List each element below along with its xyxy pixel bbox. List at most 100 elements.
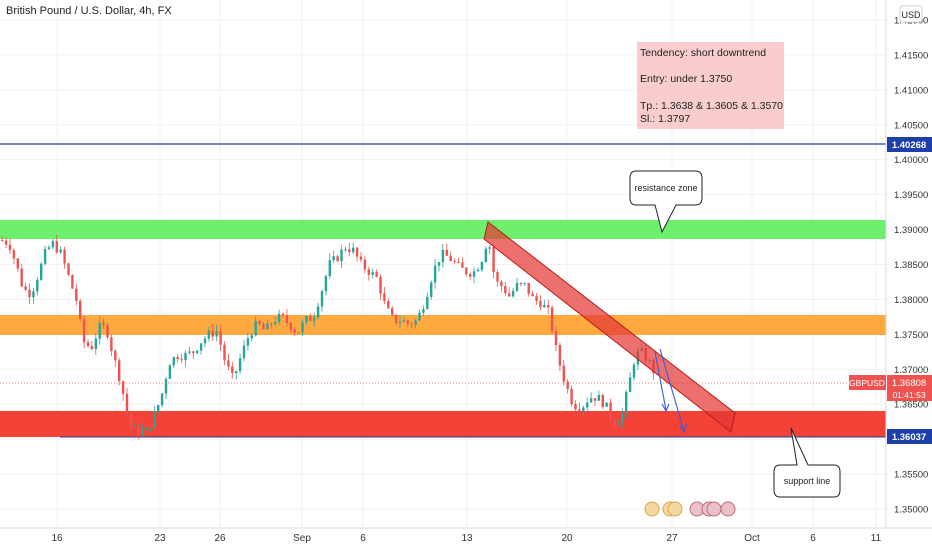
symbol-title: British Pound / U.S. Dollar, 4h, FX bbox=[6, 5, 172, 17]
candle-body bbox=[86, 342, 90, 347]
candle-body bbox=[36, 279, 39, 292]
candle-body bbox=[410, 323, 413, 325]
candle-body bbox=[332, 256, 335, 261]
candle-body bbox=[527, 282, 530, 294]
price-tick-label: 1.38000 bbox=[894, 295, 928, 306]
candle-body bbox=[20, 268, 23, 287]
candle-body bbox=[469, 274, 472, 277]
candle-body bbox=[313, 317, 316, 321]
candle-body bbox=[550, 307, 554, 332]
candle-body bbox=[418, 312, 421, 321]
candle-body bbox=[121, 381, 125, 394]
candle-body bbox=[141, 430, 144, 435]
candle-body bbox=[258, 321, 261, 325]
candle-body bbox=[375, 272, 378, 277]
candle-body bbox=[589, 398, 593, 403]
downtrend-wedge[interactable] bbox=[483, 221, 736, 433]
entry-zone[interactable] bbox=[0, 315, 886, 335]
support-zone[interactable] bbox=[0, 411, 886, 437]
candle-body bbox=[223, 344, 226, 361]
candle-body bbox=[192, 351, 195, 354]
candle-body bbox=[71, 274, 74, 289]
support-callout-label: support line bbox=[784, 476, 831, 486]
candle-body bbox=[16, 258, 19, 269]
price-tick-label: 1.35500 bbox=[894, 470, 928, 481]
candle-body bbox=[480, 262, 484, 270]
resistance-zone[interactable] bbox=[0, 220, 886, 239]
note-sl: Sl.: 1.3797 bbox=[640, 113, 690, 125]
price-tick-label: 1.39500 bbox=[894, 190, 928, 201]
candle-body bbox=[168, 365, 172, 379]
candle-body bbox=[554, 331, 558, 346]
trade-note-box[interactable]: Tendency: short downtrend Entry: under 1… bbox=[637, 42, 784, 129]
price-axis-labels: 1.420001.415001.410001.405001.400001.395… bbox=[894, 16, 928, 516]
candle-body bbox=[199, 343, 203, 351]
candle-body bbox=[570, 388, 573, 405]
currency-button[interactable]: USD bbox=[899, 5, 923, 23]
candle-body bbox=[238, 358, 242, 372]
candle-body bbox=[500, 281, 503, 287]
candle-body bbox=[8, 244, 12, 251]
candle-body bbox=[28, 289, 31, 298]
candle-body bbox=[110, 337, 113, 351]
candle-body bbox=[348, 249, 351, 253]
time-tick-label: 27 bbox=[666, 533, 678, 544]
candle-body bbox=[153, 412, 156, 428]
candle-body bbox=[566, 381, 569, 389]
candle-body bbox=[558, 345, 562, 366]
resistance-callout[interactable]: resistance zone bbox=[629, 170, 703, 234]
price-tick-label: 1.40000 bbox=[894, 155, 928, 166]
candle-body bbox=[262, 324, 265, 330]
time-tick-label: 6 bbox=[360, 533, 366, 544]
candle-body bbox=[586, 402, 589, 408]
candle-body bbox=[465, 267, 468, 275]
candle-body bbox=[578, 409, 581, 412]
candle-body bbox=[504, 286, 507, 294]
candle-body bbox=[539, 300, 542, 308]
price-tick-label: 1.39000 bbox=[894, 225, 928, 236]
candle-body bbox=[472, 271, 476, 277]
candle-body bbox=[305, 315, 308, 323]
price-tick-label: 1.38500 bbox=[894, 260, 928, 271]
support-callout[interactable]: support line bbox=[773, 427, 841, 498]
candle-body bbox=[55, 241, 58, 253]
candle-body bbox=[320, 291, 324, 307]
price-axis[interactable]: 1.420001.415001.410001.405001.400001.395… bbox=[885, 0, 932, 528]
time-tick-label: 23 bbox=[154, 533, 166, 544]
candle-body bbox=[90, 346, 94, 350]
economic-event-markers[interactable] bbox=[644, 501, 736, 517]
candle-body bbox=[488, 247, 491, 249]
note-tendency: Tendency: short downtrend bbox=[640, 47, 766, 59]
price-tick-label: 1.36500 bbox=[894, 400, 928, 411]
candle-body bbox=[461, 262, 464, 268]
candle-body bbox=[59, 249, 62, 253]
candle-body bbox=[289, 322, 292, 330]
price-tick-label: 1.35000 bbox=[894, 505, 928, 516]
target-arrows bbox=[654, 348, 688, 434]
time-tick-label: Sep bbox=[293, 533, 311, 544]
candle-body bbox=[445, 249, 448, 256]
candle-body bbox=[24, 286, 27, 290]
time-tick-label: 26 bbox=[214, 533, 226, 544]
candle-body bbox=[617, 423, 620, 425]
candle-body bbox=[496, 271, 499, 282]
candle-body bbox=[274, 322, 277, 324]
candle-body bbox=[340, 249, 343, 262]
time-axis-labels: 16 23 26 Sep 6 13 20 27 Oct 6 11 bbox=[51, 533, 881, 544]
time-axis[interactable]: 16 23 26 Sep 6 13 20 27 Oct 6 11 bbox=[0, 527, 932, 550]
candle-body bbox=[301, 322, 304, 333]
candle-body bbox=[215, 331, 218, 337]
candle-body bbox=[328, 260, 331, 277]
candle-body bbox=[398, 321, 402, 323]
time-tick-label: 6 bbox=[810, 533, 816, 544]
candle-body bbox=[601, 395, 604, 407]
candle-body bbox=[254, 321, 257, 336]
support-price-tag: 1.36037 bbox=[887, 429, 932, 444]
candle-body bbox=[149, 427, 152, 429]
svg-text:01:41:53: 01:41:53 bbox=[892, 390, 925, 400]
candle-body bbox=[125, 393, 129, 415]
candle-body bbox=[94, 338, 97, 350]
candle-body bbox=[387, 301, 390, 309]
